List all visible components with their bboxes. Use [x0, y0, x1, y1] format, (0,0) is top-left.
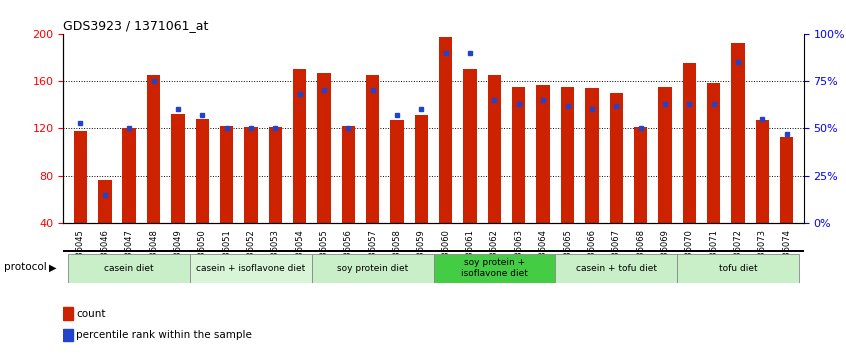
Bar: [634, 127, 647, 223]
Text: protocol: protocol: [4, 262, 47, 272]
Text: soy protein diet: soy protein diet: [337, 264, 409, 273]
Bar: [63, 307, 73, 320]
Bar: [536, 85, 550, 223]
Bar: [555, 254, 677, 282]
Bar: [190, 254, 312, 282]
Bar: [433, 254, 555, 282]
Bar: [220, 126, 233, 223]
Bar: [677, 254, 799, 282]
Bar: [366, 75, 379, 223]
Bar: [390, 120, 404, 223]
Bar: [415, 115, 428, 223]
Bar: [755, 120, 769, 223]
Text: casein + tofu diet: casein + tofu diet: [575, 264, 656, 273]
Bar: [244, 127, 258, 223]
Bar: [74, 131, 87, 223]
Bar: [147, 75, 160, 223]
Text: percentile rank within the sample: percentile rank within the sample: [76, 330, 252, 340]
Bar: [731, 43, 744, 223]
Bar: [69, 254, 190, 282]
Bar: [123, 128, 136, 223]
Bar: [464, 69, 477, 223]
Bar: [293, 69, 306, 223]
Bar: [609, 93, 623, 223]
Bar: [512, 87, 525, 223]
Bar: [171, 114, 184, 223]
Bar: [342, 126, 355, 223]
Text: count: count: [76, 309, 106, 319]
Bar: [98, 181, 112, 223]
Bar: [707, 83, 720, 223]
Bar: [195, 119, 209, 223]
Bar: [268, 127, 282, 223]
Bar: [317, 73, 331, 223]
Text: casein + isoflavone diet: casein + isoflavone diet: [196, 264, 305, 273]
Bar: [488, 75, 501, 223]
Text: soy protein +
isoflavone diet: soy protein + isoflavone diet: [461, 258, 528, 278]
Bar: [658, 87, 672, 223]
Bar: [439, 37, 453, 223]
Text: casein diet: casein diet: [104, 264, 154, 273]
Bar: [312, 254, 433, 282]
Text: ▶: ▶: [49, 262, 57, 272]
Bar: [683, 63, 696, 223]
Text: tofu diet: tofu diet: [718, 264, 757, 273]
Bar: [585, 88, 599, 223]
Bar: [561, 87, 574, 223]
Bar: [63, 329, 73, 341]
Text: GDS3923 / 1371061_at: GDS3923 / 1371061_at: [63, 19, 209, 33]
Bar: [780, 137, 794, 223]
